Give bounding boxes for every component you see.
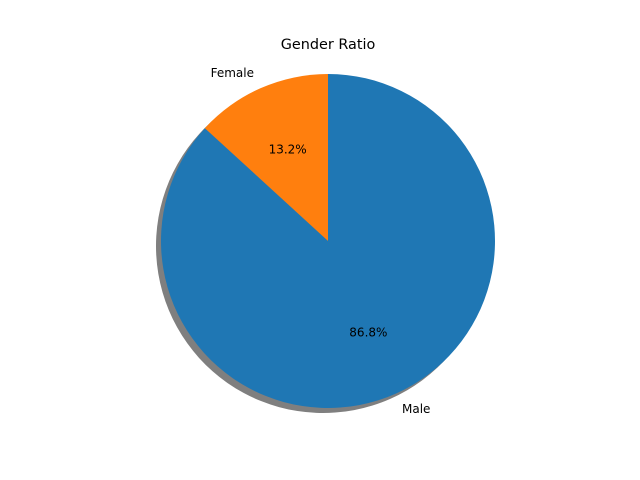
slice-label-male: Male [402, 402, 430, 416]
pie-slices [161, 74, 496, 408]
slice-male [161, 74, 496, 408]
slice-female [204, 74, 328, 241]
pie-labels: Female 13.2% Male 86.8% [211, 66, 431, 416]
slice-pct-female: 13.2% [269, 142, 307, 156]
slice-label-female: Female [211, 66, 254, 80]
slice-pct-male: 86.8% [349, 326, 387, 340]
chart-title: Gender Ratio [281, 37, 376, 53]
